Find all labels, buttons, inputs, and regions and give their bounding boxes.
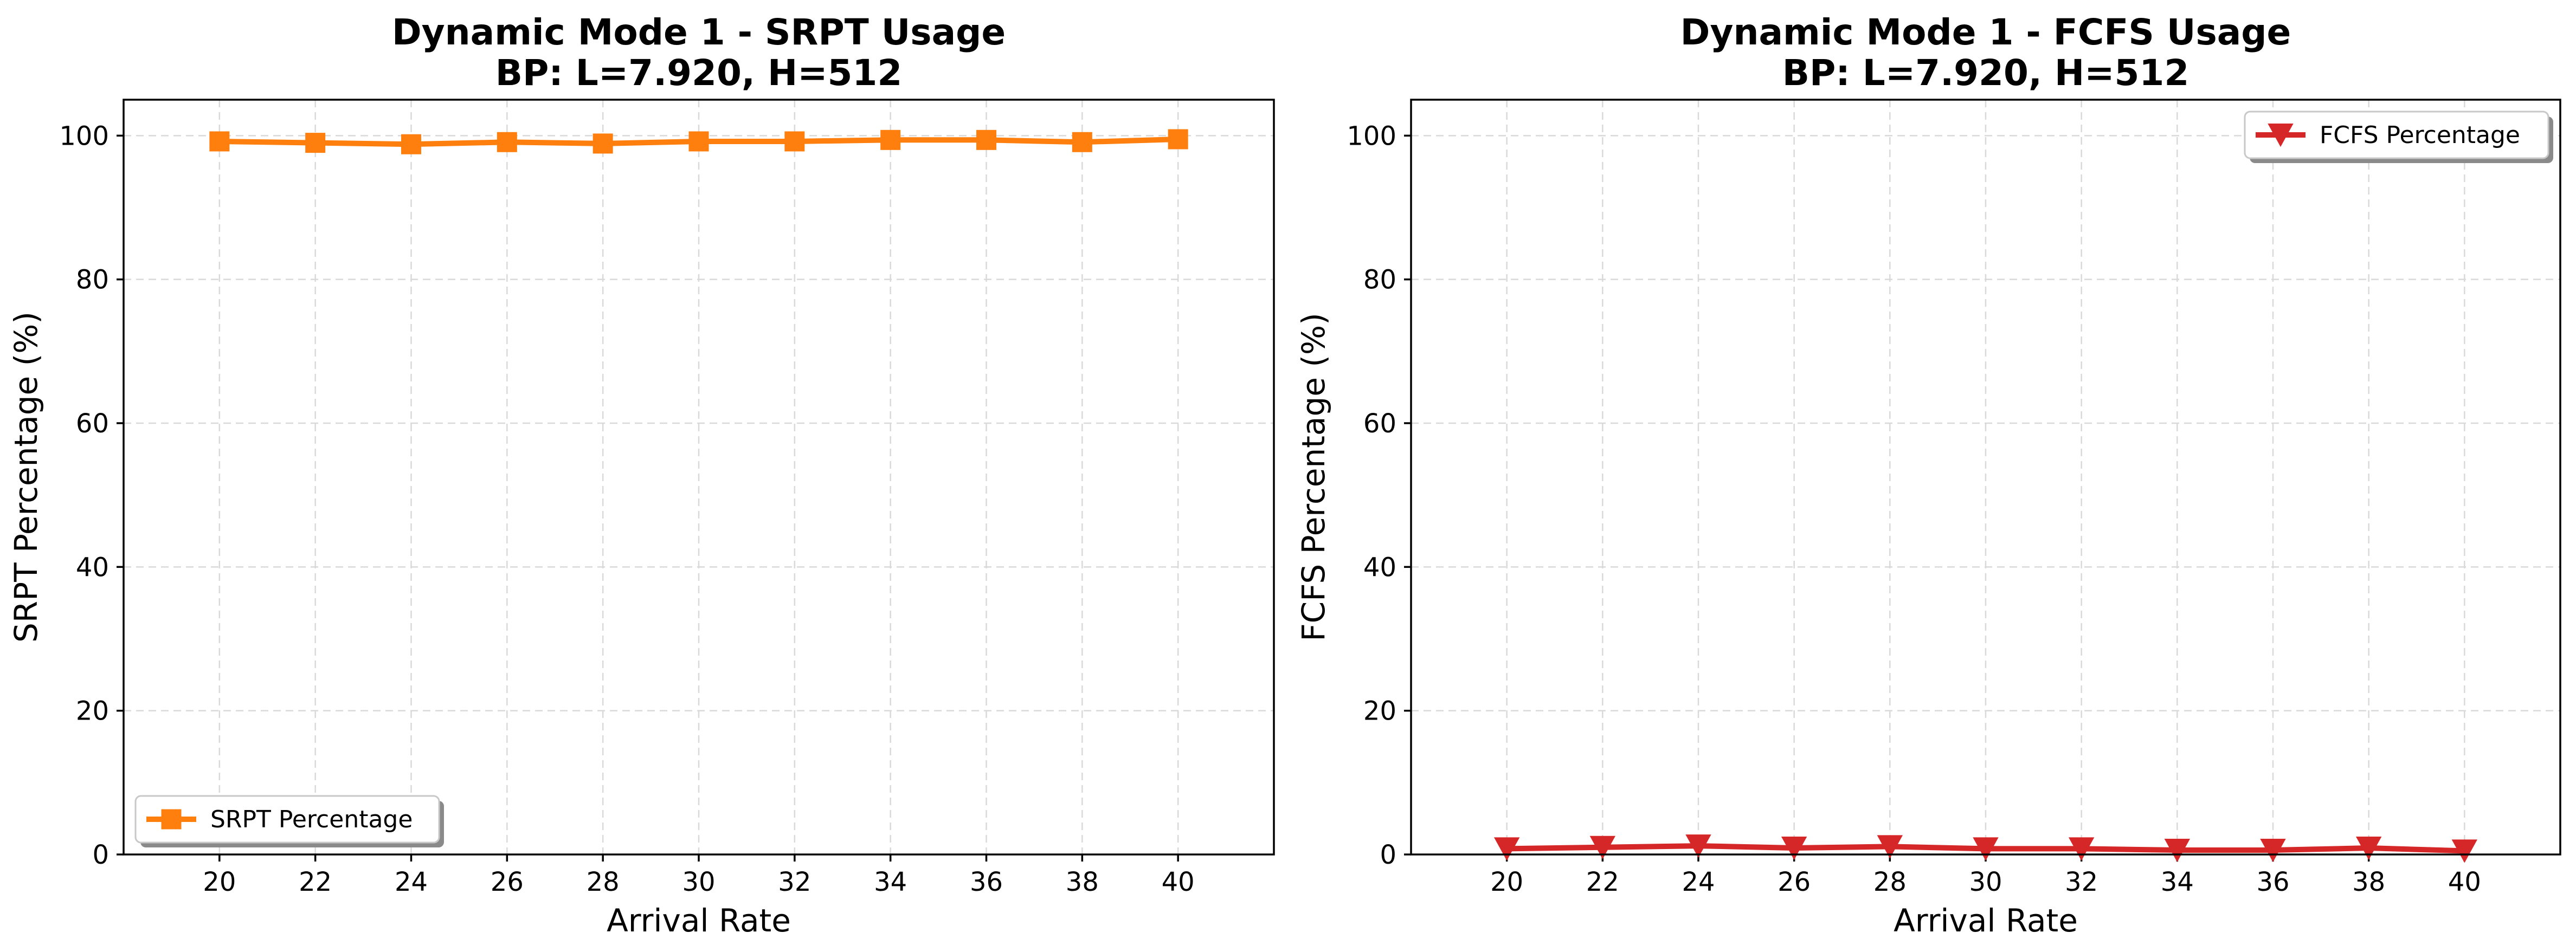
data-point (497, 132, 517, 152)
legend-box (134, 795, 440, 844)
x-tick-label: 20 (1490, 867, 1523, 897)
x-axis-label: Arrival Rate (1894, 902, 2078, 939)
data-point (2260, 839, 2286, 863)
x-tick-label: 30 (1969, 867, 2002, 897)
data-point (1781, 837, 1807, 860)
x-tick-label: 38 (1066, 867, 1099, 897)
data-point (209, 131, 230, 152)
data-point (688, 131, 709, 152)
y-tick-label: 20 (76, 696, 109, 727)
data-point (1072, 132, 1092, 152)
y-tick-label: 60 (1363, 409, 1396, 439)
x-tick-label: 26 (491, 867, 524, 897)
data-point (2164, 839, 2191, 863)
legend-label: SRPT Percentage (210, 806, 413, 833)
x-axis: 20 22 24 26 28 30 32 34 36 38 40 (1490, 854, 2481, 897)
data-point (1168, 129, 1188, 150)
data-point (593, 133, 613, 154)
x-axis: 20 22 24 26 28 30 32 34 36 38 40 (203, 854, 1195, 897)
grid (1411, 100, 2560, 856)
x-tick-label: 28 (587, 867, 620, 897)
y-axis: 0 20 40 60 80 100 (59, 121, 124, 870)
x-tick-label: 36 (970, 867, 1003, 897)
y-tick-label: 40 (76, 552, 109, 582)
legend-box (2244, 111, 2549, 159)
x-tick-label: 26 (1778, 867, 1811, 897)
data-point (784, 131, 805, 152)
y-tick-label: 80 (1363, 265, 1396, 295)
x-tick-label: 40 (1162, 867, 1195, 897)
y-axis-label: FCFS Percentage (%) (1295, 313, 1332, 642)
y-tick-label: 20 (1363, 696, 1396, 727)
x-tick-label: 30 (682, 867, 715, 897)
legend: FCFS Percentage (2244, 111, 2553, 163)
y-tick-label: 40 (1363, 552, 1396, 582)
x-tick-label: 24 (1682, 867, 1715, 897)
data-point (880, 129, 901, 150)
x-axis-label: Arrival Rate (607, 902, 791, 939)
x-tick-label: 36 (2256, 867, 2289, 897)
data-point (1493, 837, 1520, 861)
chart-title: Dynamic Mode 1 - FCFS Usage (1680, 11, 2291, 53)
x-tick-label: 28 (1873, 867, 1907, 897)
x-tick-label: 40 (2448, 867, 2481, 897)
x-tick-label: 24 (395, 867, 428, 897)
series-srpt-percentage (209, 129, 1188, 154)
chart-subtitle: BP: L=7.920, H=512 (495, 52, 903, 94)
data-point (976, 129, 996, 150)
x-tick-label: 34 (874, 867, 907, 897)
x-tick-label: 32 (778, 867, 811, 897)
data-point (401, 134, 421, 154)
data-point (2451, 839, 2478, 863)
x-tick-label: 20 (203, 867, 236, 897)
x-tick-label: 38 (2352, 867, 2385, 897)
y-tick-label: 100 (1347, 121, 1396, 151)
series-fcfs-percentage (1493, 834, 2478, 863)
data-point (2068, 837, 2095, 861)
data-point (2355, 837, 2382, 860)
data-point (1973, 837, 1999, 861)
data-point (1589, 836, 1616, 859)
legend-label: FCFS Percentage (2320, 121, 2520, 149)
y-axis-label: SRPT Percentage (%) (8, 312, 44, 643)
plot-frame (123, 99, 1275, 856)
chart-subtitle: BP: L=7.920, H=512 (1782, 52, 2189, 94)
x-tick-label: 22 (299, 867, 332, 897)
legend: SRPT Percentage (134, 795, 444, 847)
legend-marker (161, 809, 182, 830)
y-axis: 0 20 40 60 80 100 (1347, 121, 1411, 870)
x-tick-label: 22 (1586, 867, 1619, 897)
x-tick-label: 34 (2161, 867, 2194, 897)
grid (124, 100, 1274, 856)
legend-marker (2268, 124, 2294, 147)
chart-title: Dynamic Mode 1 - SRPT Usage (392, 11, 1006, 53)
y-tick-label: 60 (76, 409, 109, 439)
y-tick-label: 0 (1380, 840, 1396, 870)
x-tick-label: 32 (2065, 867, 2098, 897)
data-point (1685, 834, 1711, 858)
data-point (1877, 835, 1903, 859)
plot-frame (1410, 99, 2561, 856)
y-tick-label: 80 (76, 265, 109, 295)
data-point (305, 133, 326, 153)
y-tick-label: 100 (59, 121, 109, 151)
y-tick-label: 0 (92, 840, 109, 870)
